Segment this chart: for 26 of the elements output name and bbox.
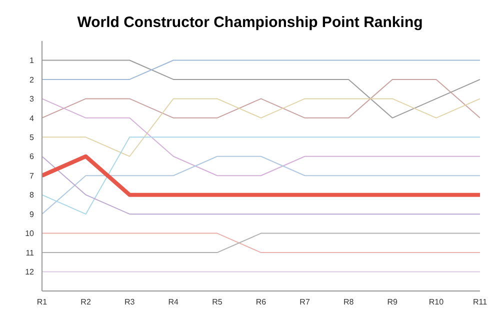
x-tick-label: R11 <box>472 298 488 307</box>
y-tick-label: 12 <box>25 268 35 277</box>
line-series <box>42 98 480 176</box>
y-tick-label: 1 <box>30 56 35 66</box>
y-tick-label: 11 <box>26 248 35 258</box>
x-tick-label: R4 <box>168 298 180 307</box>
y-tick-label: 6 <box>30 152 35 162</box>
y-tick-label: 5 <box>30 132 35 142</box>
y-tick-label: 9 <box>30 210 35 219</box>
x-tick-label: R7 <box>300 298 310 307</box>
x-tick-label: R2 <box>80 298 92 307</box>
y-tick-label: 2 <box>30 75 35 84</box>
x-tick-label: R6 <box>256 298 267 307</box>
y-tick-label: 4 <box>30 114 35 123</box>
x-tick-label: R9 <box>387 298 398 307</box>
line-series <box>42 98 480 157</box>
x-tick-label: R5 <box>212 298 223 307</box>
x-tick-label: R8 <box>343 298 354 307</box>
chart-title: World Constructor Championship Point Ranking <box>76 14 424 33</box>
y-tick-label: 3 <box>30 94 35 104</box>
x-tick-label: R10 <box>428 298 444 307</box>
x-tick-label: R3 <box>124 298 136 307</box>
y-tick-label: 7 <box>30 171 35 180</box>
y-tick-label: 10 <box>25 229 35 238</box>
y-tick-label: 8 <box>30 190 35 200</box>
x-tick-label: R1 <box>36 298 48 307</box>
